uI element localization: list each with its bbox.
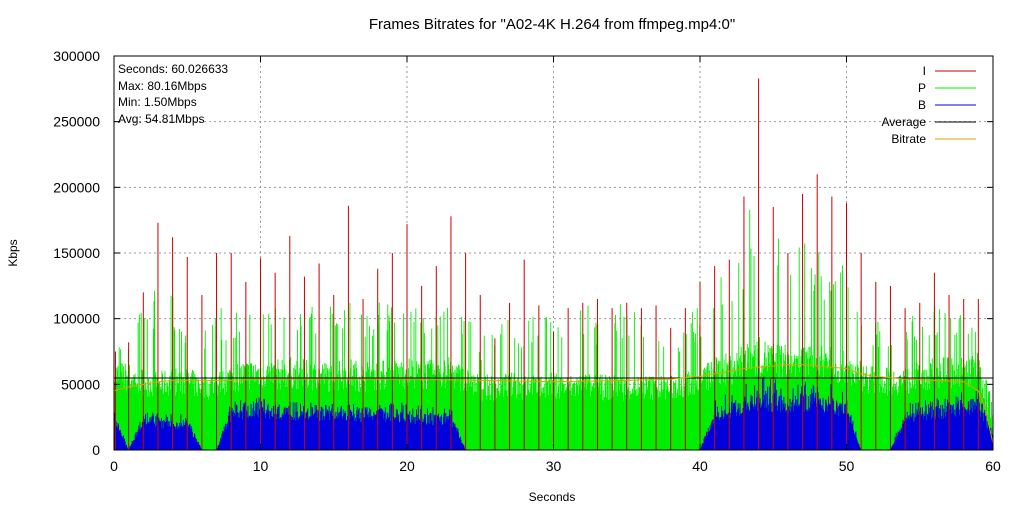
stat-seconds: Seconds: 60.026633 [118, 62, 228, 76]
legend-label-p: P [918, 81, 926, 95]
y-tick-label: 250000 [53, 114, 100, 130]
legend: I P B Average Bitrate [882, 64, 976, 146]
series-bitrate-line [113, 364, 994, 444]
legend-label-average: Average [882, 115, 927, 129]
x-axis-label: Seconds [529, 490, 576, 504]
x-tick-label: 10 [253, 458, 269, 474]
stat-avg: Avg: 54.81Mbps [118, 112, 205, 126]
axis-ticks: 0 10 20 30 40 50 60 0 50000 100000 150000 200000 250… [53, 48, 1001, 474]
y-tick-label: 100000 [53, 311, 100, 327]
x-tick-label: 0 [110, 458, 118, 474]
y-tick-label: 150000 [53, 245, 100, 261]
x-tick-label: 60 [985, 458, 1001, 474]
chart-title: Frames Bitrates for "A02-4K H.264 from f… [369, 16, 735, 33]
x-tick-label: 40 [692, 458, 708, 474]
y-tick-label: 0 [92, 442, 100, 458]
x-tick-label: 20 [399, 458, 415, 474]
stat-min: Min: 1.50Mbps [118, 95, 197, 109]
x-tick-label: 50 [839, 458, 855, 474]
y-axis-label: Kbps [6, 239, 20, 266]
x-tick-label: 30 [546, 458, 562, 474]
legend-label-bitrate: Bitrate [891, 132, 926, 146]
legend-label-b: B [918, 98, 926, 112]
legend-label-i: I [923, 64, 926, 78]
y-tick-label: 200000 [53, 179, 100, 195]
y-tick-label: 300000 [53, 48, 100, 64]
series-i [114, 78, 979, 450]
stat-max: Max: 80.16Mbps [118, 79, 207, 93]
y-tick-label: 50000 [61, 376, 100, 392]
stats-box: Seconds: 60.026633 Max: 80.16Mbps Min: 1… [118, 62, 228, 126]
